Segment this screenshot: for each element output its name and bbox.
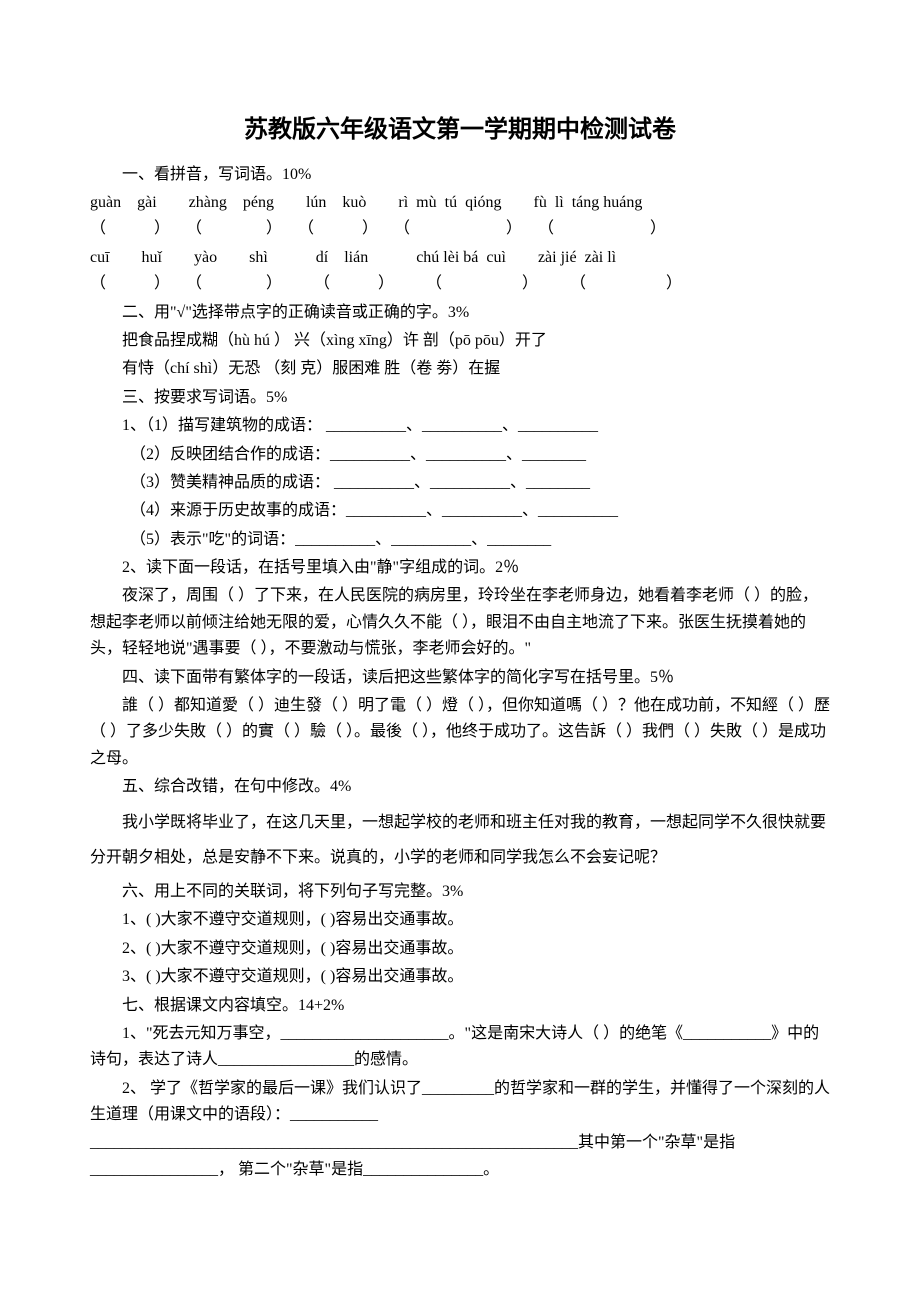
section5-heading: 五、综合改错，在句中修改。4% <box>90 774 830 800</box>
section7-q2-cont: ________________________________________… <box>90 1130 830 1183</box>
page-title: 苏教版六年级语文第一学期期中检测试卷 <box>90 110 830 150</box>
section3-item1: 1、（1）描写建筑物的成语： __________、__________、___… <box>90 413 830 439</box>
pinyin-text-1: guàn gài zhàng péng lún kuò rì mù tú qió… <box>90 190 642 216</box>
pinyin-text-2: cuī huǐ yào shì dí lián chú lèi bá cuì z… <box>90 245 616 271</box>
section3-item5: （5）表示"吃"的词语：__________、__________、______… <box>90 527 830 553</box>
section3-heading: 三、按要求写词语。5% <box>90 385 830 411</box>
section6-line1: 1、( )大家不遵守交道规则，( )容易出交通事故。 <box>90 907 830 933</box>
section7-q1: 1、"死去元知万事空，_____________________。"这是南宋大诗… <box>90 1021 830 1074</box>
section7-q2: 2、 学了《哲学家的最后一课》我们认识了_________的哲学家和一群的学生，… <box>90 1076 830 1129</box>
section2-line1: 把食品捏成糊（hù hú ） 兴（xìng xīng）许 剖（pō pōu）开了 <box>90 328 830 354</box>
paren-text-1: （ ） （ ） （ ） （ ） （ ） <box>90 216 666 242</box>
paren-row-2: （ ） （ ） （ ） （ ） （ ） <box>90 271 830 297</box>
pinyin-row-1: guàn gài zhàng péng lún kuò rì mù tú qió… <box>90 190 830 216</box>
section7-heading: 七、根据课文内容填空。14+2% <box>90 993 830 1019</box>
section6-heading: 六、用上不同的关联词，将下列句子写完整。3% <box>90 879 830 905</box>
section3-item2: （2）反映团结合作的成语：__________、__________、_____… <box>90 442 830 468</box>
section4-heading: 四、读下面带有繁体字的一段话，读后把这些繁体字的简化字写在括号里。5％ <box>90 665 830 691</box>
paren-row-1: （ ） （ ） （ ） （ ） （ ） <box>90 216 830 242</box>
section1-heading: 一、看拼音，写词语。10% <box>90 162 830 188</box>
paren-text-2: （ ） （ ） （ ） （ ） （ ） <box>90 271 682 297</box>
section6-line2: 2、( )大家不遵守交道规则，( )容易出交通事故。 <box>90 936 830 962</box>
section5-para: 我小学既将毕业了，在这几天里，一想起学校的老师和班主任对我的教育，一想起同学不久… <box>90 805 830 875</box>
section2-line2: 有恃（chí shì）无恐 （刻 克）服困难 胜（卷 劵）在握 <box>90 356 830 382</box>
section3-q2-heading: 2、读下面一段话，在括号里填入由"静"字组成的词。2％ <box>90 555 830 581</box>
section2-heading: 二、用"√"选择带点字的正确读音或正确的字。3% <box>90 300 830 326</box>
section6-line3: 3、( )大家不遵守交道规则，( )容易出交通事故。 <box>90 964 830 990</box>
section3-q2-para: 夜深了，周围（ ）了下来，在人民医院的病房里，玲玲坐在李老师身边，她看着李老师（… <box>90 583 830 662</box>
pinyin-row-2: cuī huǐ yào shì dí lián chú lèi bá cuì z… <box>90 245 830 271</box>
section4-para: 誰（ ）都知道愛（ ）迪生發（ ）明了電（ ）燈（ ），但你知道嗎（ ）？他在成… <box>90 693 830 772</box>
section3-item3: （3）赞美精神品质的成语： __________、__________、____… <box>90 470 830 496</box>
section3-item4: （4）来源于历史故事的成语：__________、__________、____… <box>90 498 830 524</box>
